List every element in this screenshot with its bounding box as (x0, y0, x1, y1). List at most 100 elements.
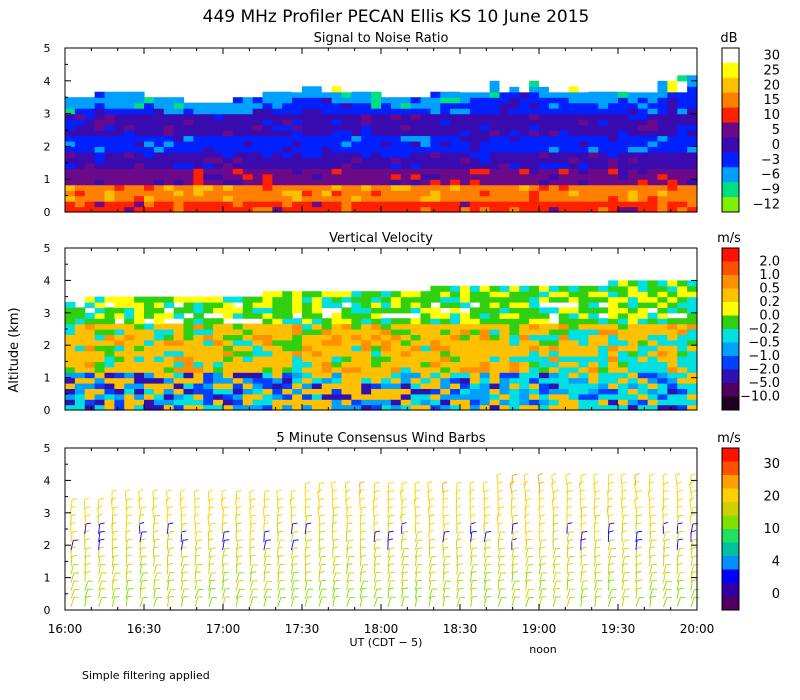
heatmap-cell (252, 206, 264, 213)
heatmap-cell (578, 323, 589, 330)
heatmap-cell (153, 190, 165, 197)
heatmap-cell (74, 130, 86, 137)
wind-barb-flag (581, 571, 587, 573)
heatmap-cell (302, 108, 313, 115)
wind-barb-flag (319, 538, 325, 541)
heatmap-cell (479, 312, 491, 319)
wind-barb-flag (609, 571, 615, 573)
wind-barb-flag (388, 490, 394, 492)
heatmap-cell (292, 151, 303, 158)
wind-barb-flag (526, 538, 532, 541)
heatmap-cell (203, 361, 214, 368)
heatmap-cell (124, 151, 135, 158)
wind-barb-flag (127, 506, 133, 509)
heatmap-cell (627, 140, 639, 147)
heatmap-cell (65, 102, 76, 109)
heatmap-cell (578, 329, 589, 335)
wind-barb (674, 475, 678, 486)
heatmap-cell (598, 195, 609, 202)
heatmap-cell (311, 113, 323, 120)
heatmap-cell (134, 173, 145, 180)
heatmap-cell (450, 318, 461, 325)
wind-barb-flag (609, 522, 615, 525)
heatmap-cell (351, 366, 362, 373)
heatmap-cell (469, 173, 481, 180)
heatmap-cell (469, 307, 481, 314)
heatmap-cell (618, 339, 629, 346)
heatmap-cell (657, 296, 668, 303)
heatmap-cell (509, 318, 520, 325)
wind-barb-flag (347, 522, 353, 525)
wind-barb-flag (347, 506, 353, 509)
heatmap-cell (361, 97, 372, 104)
heatmap-cell (499, 162, 510, 169)
heatmap-cell (479, 383, 491, 389)
colorbar-label: −0.2 (748, 322, 780, 337)
wind-barb (538, 548, 541, 559)
heatmap-cell (311, 195, 323, 202)
heatmap-cell (124, 168, 135, 175)
heatmap-cell (489, 179, 501, 186)
heatmap-cell (479, 356, 491, 362)
heatmap-cell (163, 312, 175, 319)
wind-barb (97, 507, 100, 518)
heatmap-cell (548, 108, 560, 115)
heatmap-cell (124, 296, 135, 303)
heatmap-cell (627, 135, 639, 142)
heatmap-cell (252, 312, 264, 319)
wind-barb-flag (85, 514, 91, 517)
heatmap-cell (529, 329, 540, 335)
heatmap-cell (262, 388, 273, 395)
wind-barb-flag (223, 579, 229, 582)
wind-barb (318, 531, 321, 543)
heatmap-cell (65, 307, 76, 314)
heatmap-cell (341, 108, 352, 115)
wind-barb-flag (332, 530, 338, 533)
wind-barb (277, 564, 281, 575)
heatmap-cell (124, 345, 135, 352)
heatmap-cell (588, 393, 599, 400)
heatmap-cell (381, 113, 392, 120)
heatmap-cell (124, 173, 135, 180)
heatmap-cell (410, 184, 422, 191)
heatmap-cell (144, 151, 155, 158)
heatmap-cell (469, 339, 481, 346)
heatmap-cell (144, 302, 155, 308)
wind-barb-flag (498, 489, 504, 492)
wind-barb (580, 515, 583, 526)
heatmap-cell (292, 291, 303, 298)
heatmap-cell (618, 302, 629, 308)
wind-barb (428, 596, 432, 607)
heatmap-cell (420, 190, 431, 197)
heatmap-cell (578, 108, 589, 115)
heatmap-cell (420, 393, 431, 400)
heatmap-cell (460, 201, 471, 208)
heatmap-cell (539, 157, 550, 164)
heatmap-cell (331, 345, 343, 352)
heatmap-cell (588, 97, 599, 104)
wind-barb (442, 523, 446, 534)
heatmap-cell (351, 334, 362, 341)
wind-barb-flag (72, 498, 78, 501)
heatmap-cell (519, 173, 530, 180)
heatmap-cell (588, 372, 599, 379)
heatmap-cell (65, 108, 76, 115)
wind-barb (635, 588, 638, 599)
heatmap-cell (153, 146, 165, 153)
heatmap-cell (618, 388, 629, 395)
heatmap-cell (203, 102, 214, 109)
heatmap-cell (667, 404, 678, 411)
heatmap-cell (351, 146, 362, 153)
wind-barb-flag (692, 571, 698, 573)
heatmap-cell (548, 372, 560, 379)
wind-barb (372, 507, 375, 518)
heatmap-cell (272, 388, 283, 395)
heatmap-cell (65, 302, 76, 308)
heatmap-cell (292, 140, 303, 147)
heatmap-cell (341, 291, 352, 298)
heatmap-cell (608, 162, 619, 169)
wind-barb (414, 540, 419, 551)
heatmap-cell (134, 108, 145, 115)
wind-barb-flag (565, 472, 571, 476)
heatmap-cell (410, 157, 422, 164)
